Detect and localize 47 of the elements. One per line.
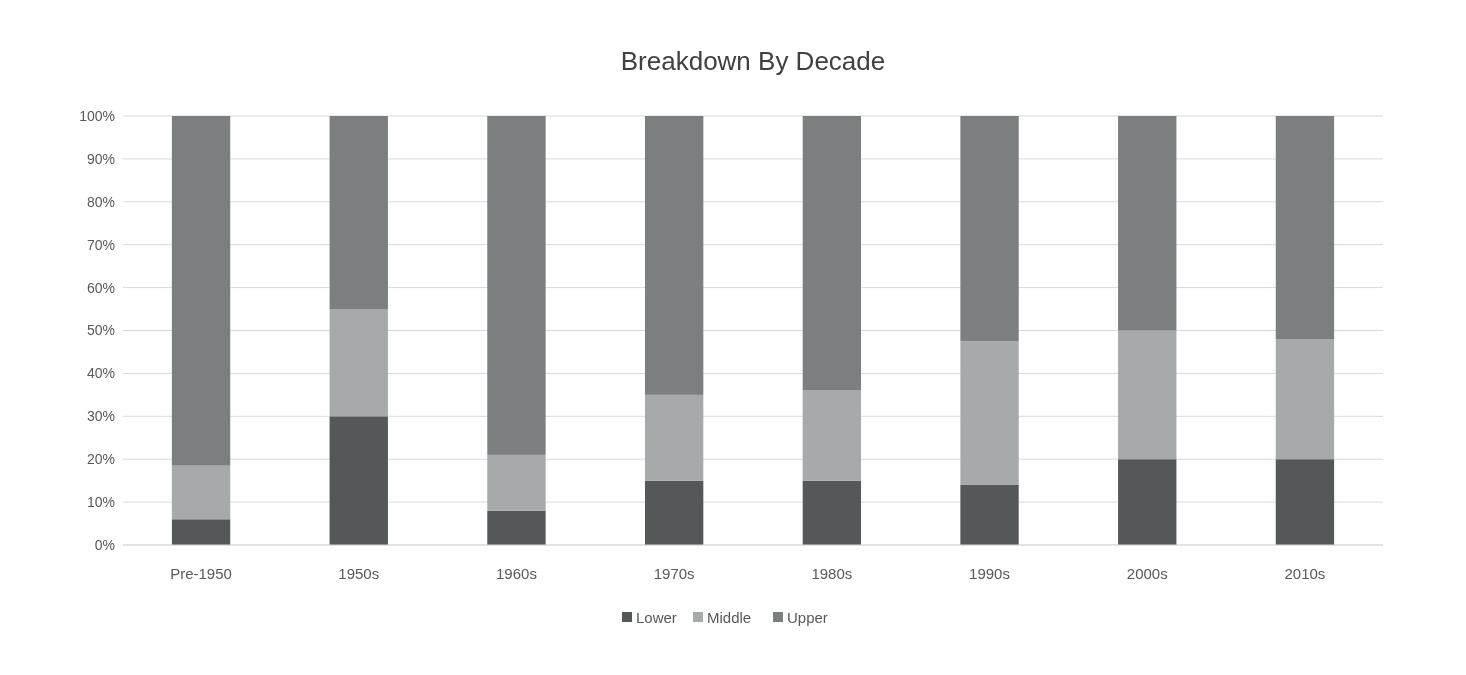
y-tick-label: 50% bbox=[86, 322, 115, 339]
y-tick-label: 30% bbox=[86, 408, 115, 425]
x-tick-label: 2000s bbox=[1126, 565, 1168, 582]
bar bbox=[802, 116, 862, 391]
bar bbox=[1118, 116, 1177, 331]
y-tick-label: 10% bbox=[86, 494, 115, 510]
x-tick-label: 2010s bbox=[1284, 565, 1326, 582]
y-tick-label: 90% bbox=[86, 150, 115, 167]
y-tick-label: 80% bbox=[86, 193, 115, 210]
y-tick-label: 70% bbox=[86, 236, 115, 253]
y-tick-label: 20% bbox=[86, 451, 115, 468]
bar bbox=[329, 416, 388, 545]
bar bbox=[487, 510, 546, 545]
x-tick-label: 1990s bbox=[969, 565, 1010, 582]
x-tick-label: 1950s bbox=[338, 565, 380, 582]
bar bbox=[960, 484, 1019, 545]
bar bbox=[1118, 459, 1177, 545]
bar bbox=[802, 480, 862, 545]
y-tick-label: 40% bbox=[86, 365, 115, 382]
legend-label: Lower bbox=[636, 609, 677, 627]
bar bbox=[1275, 459, 1335, 545]
bar bbox=[644, 394, 704, 481]
bar bbox=[171, 116, 231, 466]
bar bbox=[487, 454, 546, 511]
bar bbox=[487, 116, 546, 455]
x-tick-label: 1960s bbox=[496, 565, 537, 582]
bar bbox=[802, 390, 862, 481]
legend-label: Middle bbox=[707, 609, 752, 627]
bar bbox=[644, 480, 704, 545]
x-tick-label: Pre-1950 bbox=[170, 565, 232, 582]
bar bbox=[644, 116, 704, 395]
x-tick-label: 1980s bbox=[811, 565, 853, 582]
legend-label: Upper bbox=[787, 609, 828, 627]
bar bbox=[329, 116, 388, 310]
bar bbox=[1275, 116, 1335, 340]
bar bbox=[171, 519, 231, 545]
x-tick-label: 1970s bbox=[653, 565, 695, 582]
y-tick-label: 0% bbox=[94, 536, 115, 553]
bar bbox=[171, 465, 231, 520]
bar bbox=[960, 341, 1019, 485]
bar bbox=[1118, 330, 1177, 460]
y-tick-label: 100% bbox=[79, 107, 115, 124]
bar bbox=[1275, 339, 1335, 460]
chart-title: Breakdown By Decade bbox=[620, 46, 886, 76]
bar bbox=[329, 309, 388, 417]
y-tick-label: 60% bbox=[86, 279, 115, 296]
bar bbox=[960, 116, 1019, 342]
